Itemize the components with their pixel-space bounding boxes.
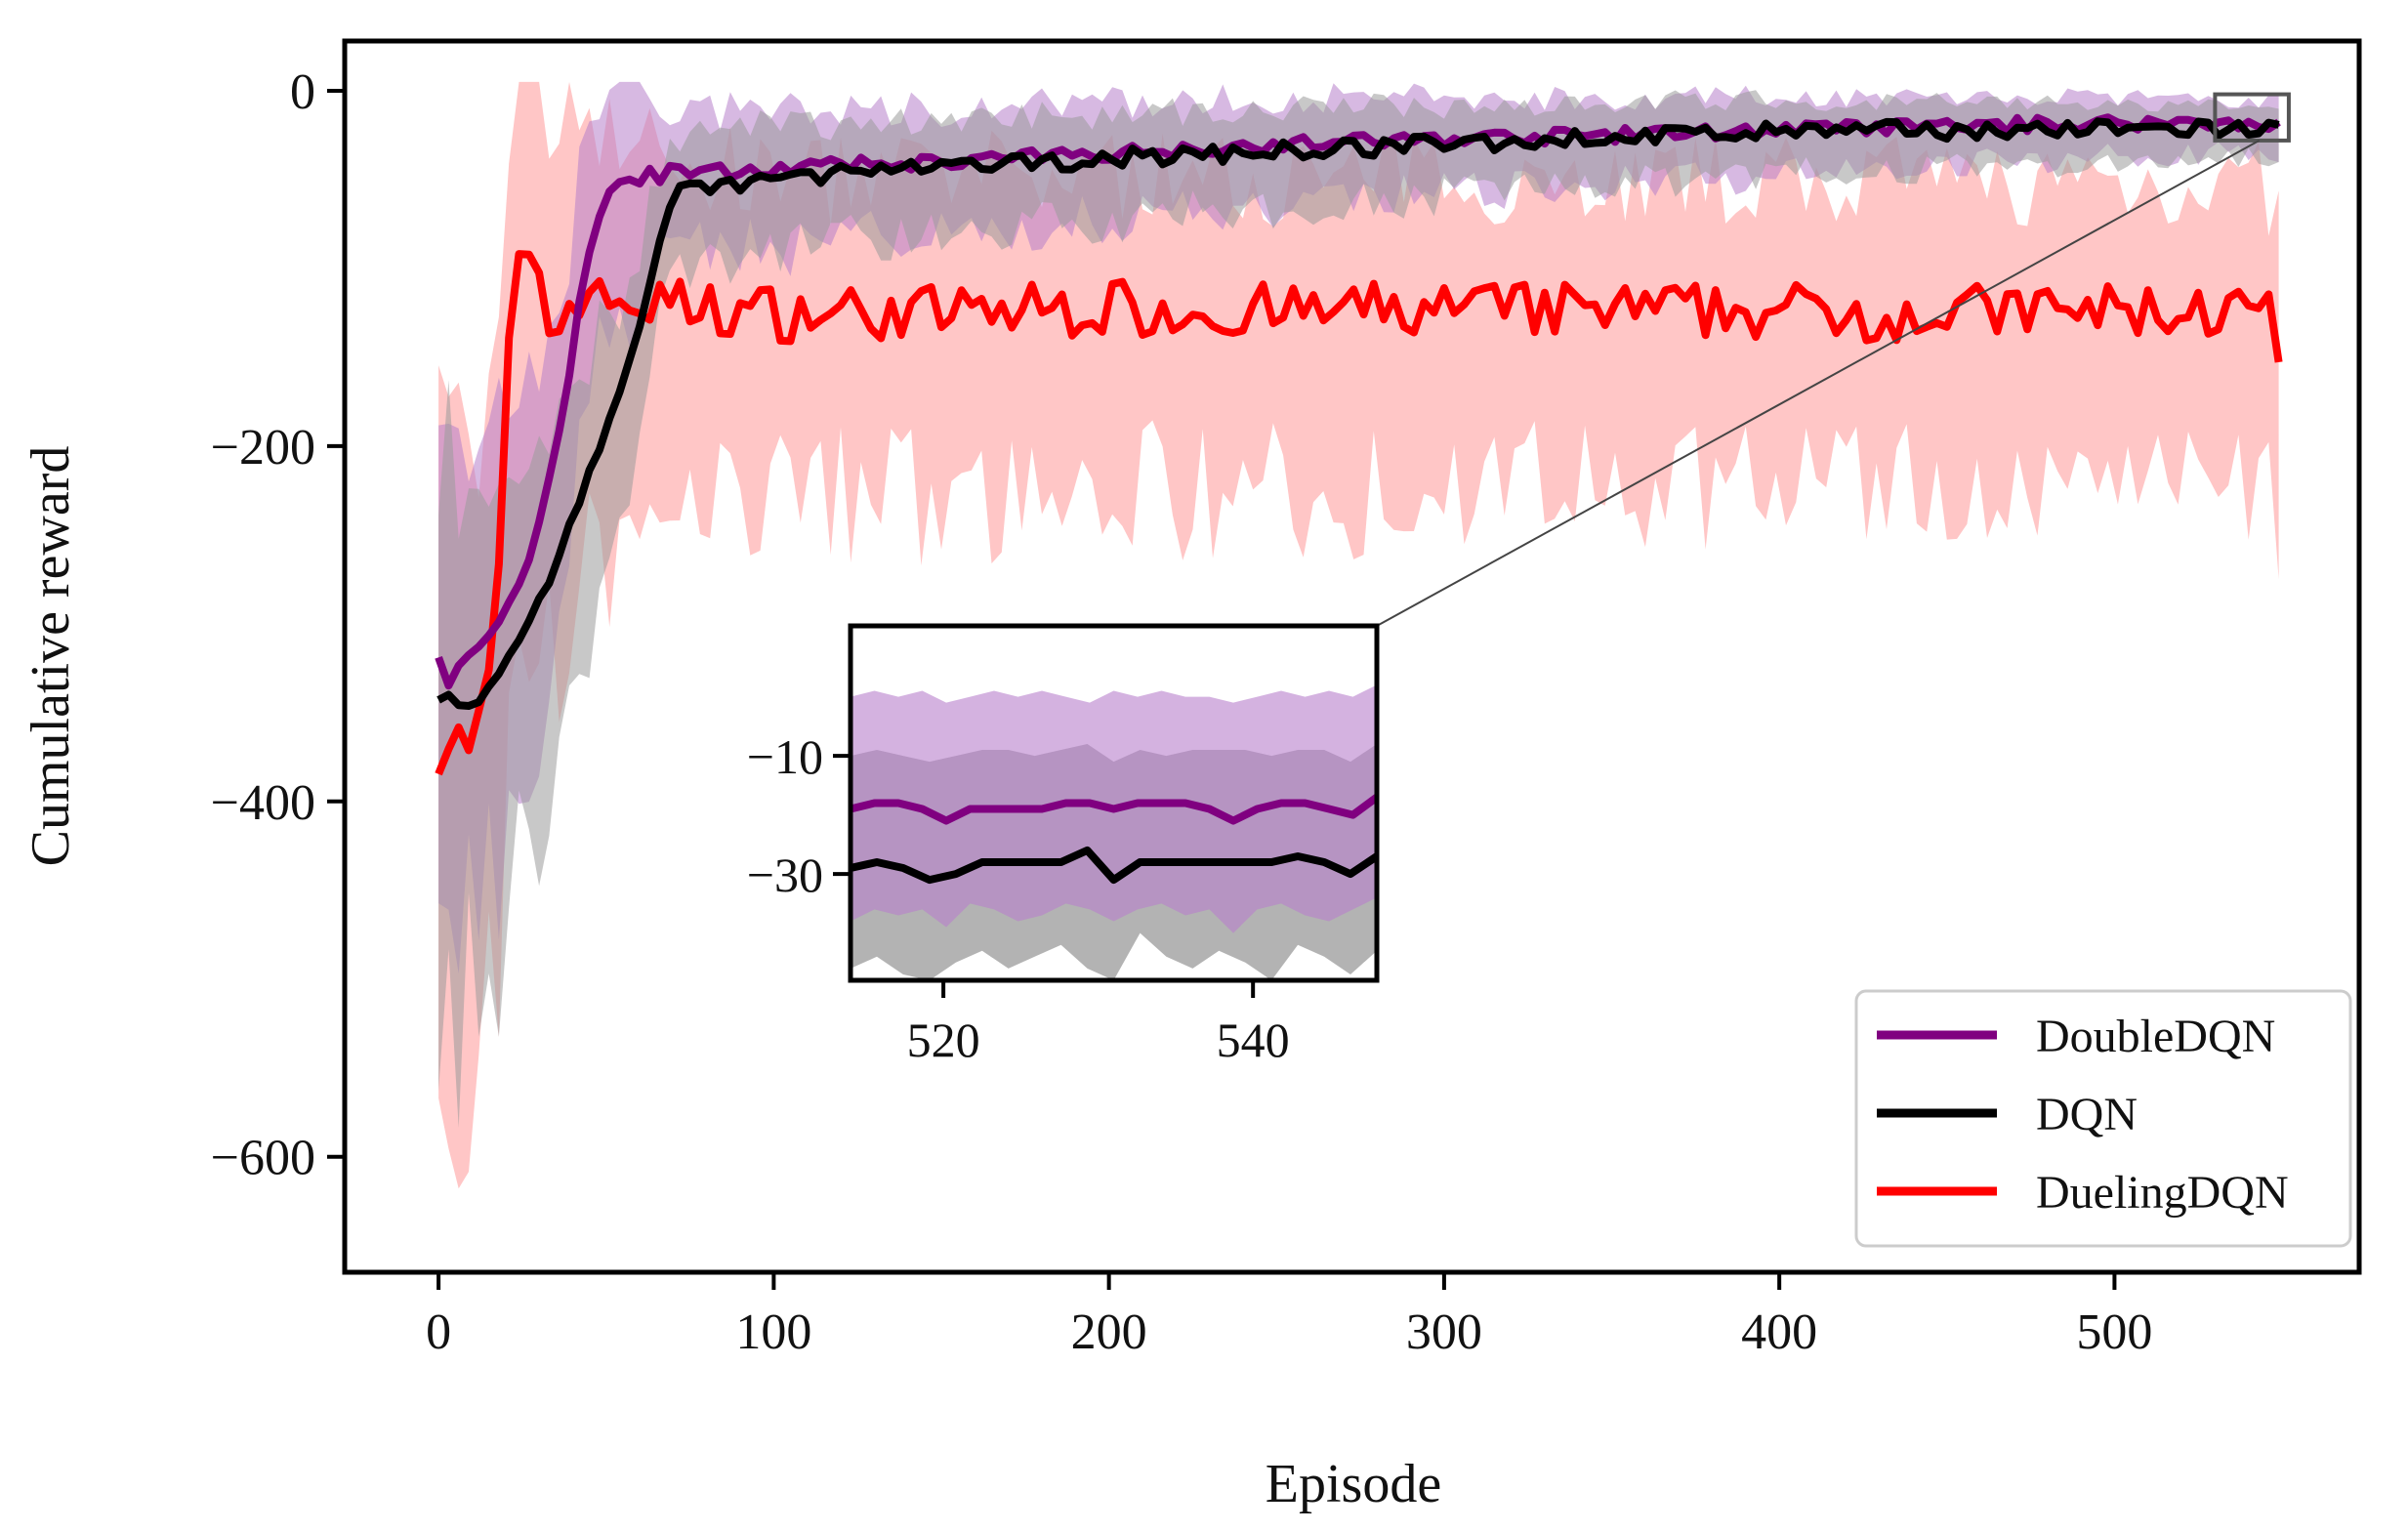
y-tick-label: −600 [211,1131,315,1186]
y-tick-label: −400 [211,775,315,831]
line-dqn [436,117,2280,710]
series-lines [435,113,2283,776]
line-duelingdqn [435,250,2283,776]
zoom-inset: 520 540 −10 −30 [747,623,1380,1067]
inset-y-tick-label: −30 [747,848,823,902]
legend-label-duelingdqn: DuelingDQN [2036,1167,2289,1219]
x-tick-label: 200 [1071,1304,1147,1360]
inset-x-tick-label: 520 [907,1013,980,1067]
x-tick-label: 400 [1741,1304,1817,1360]
inset-y-ticks: −10 −30 [747,729,851,902]
band-doubledqn [438,81,2279,974]
line-doubledqn [435,113,2281,690]
legend: DoubleDQN DQN DuelingDQN [1854,989,2352,1248]
inset-x-tick-label: 540 [1217,1013,1290,1067]
band-duelingdqn [438,81,2279,1189]
inset-x-ticks: 520 540 [907,980,1290,1067]
x-tick-label: 0 [426,1304,451,1360]
y-tick-label: 0 [290,64,315,120]
legend-label-doubledqn: DoubleDQN [2036,1011,2275,1062]
x-tick-label: 100 [735,1304,811,1360]
x-tick-label: 300 [1406,1304,1482,1360]
inset-line-doubledqn [851,794,1377,825]
plot-frame [342,38,2362,1275]
y-axis-ticks: 0 −200 −400 −600 [211,64,345,1186]
inset-y-tick-label: −10 [747,729,823,784]
inset-confidence-bands [851,684,1377,980]
legend-frame [1854,989,2352,1248]
zoom-highlight-box [2213,92,2291,143]
inset-frame [848,623,1380,983]
inset-series-lines [851,794,1377,885]
x-axis-title: Episode [1266,1454,1441,1514]
legend-label-dqn: DQN [2036,1089,2138,1140]
x-tick-label: 500 [2076,1304,2152,1360]
y-tick-label: −200 [211,420,315,476]
x-axis-ticks: 0 100 200 300 400 500 [426,1272,2152,1360]
y-axis-title: Cumulative reward [21,446,81,867]
inset-line-dqn [851,846,1377,885]
confidence-bands [438,81,2279,1189]
zoom-connector-line [1376,140,2261,627]
